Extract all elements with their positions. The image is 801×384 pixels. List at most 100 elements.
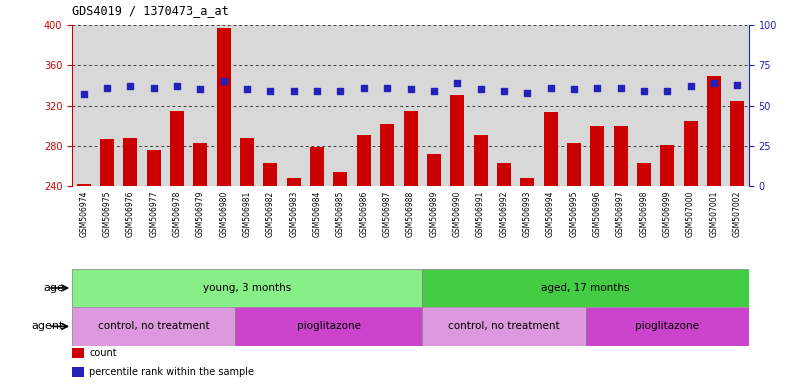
Text: GSM506985: GSM506985: [336, 190, 345, 237]
Bar: [683, 121, 698, 186]
Text: GSM506993: GSM506993: [523, 190, 532, 237]
Text: pioglitazone: pioglitazone: [635, 321, 699, 331]
Text: GSM507000: GSM507000: [686, 190, 695, 237]
Bar: [72, 269, 422, 307]
Point: [638, 88, 650, 94]
Text: GDS4019 / 1370473_a_at: GDS4019 / 1370473_a_at: [72, 4, 229, 17]
Text: GSM506978: GSM506978: [173, 190, 182, 237]
Point: [147, 85, 160, 91]
Point: [78, 91, 91, 98]
Text: agent: agent: [32, 321, 64, 331]
Text: GSM506979: GSM506979: [196, 190, 205, 237]
Text: count: count: [89, 348, 117, 358]
Point: [474, 86, 487, 93]
Point: [288, 88, 300, 94]
Bar: [450, 94, 465, 186]
Bar: [287, 178, 301, 186]
Point: [567, 86, 580, 93]
Bar: [637, 163, 651, 186]
Point: [428, 88, 441, 94]
Text: GSM506997: GSM506997: [616, 190, 625, 237]
Text: control, no treatment: control, no treatment: [448, 321, 560, 331]
Text: GSM506999: GSM506999: [662, 190, 672, 237]
Point: [194, 86, 207, 93]
Text: GSM506986: GSM506986: [360, 190, 368, 237]
Bar: [614, 126, 627, 186]
Point: [684, 83, 697, 89]
Bar: [240, 138, 254, 186]
Point: [451, 80, 464, 86]
Point: [357, 85, 370, 91]
Bar: [333, 172, 348, 186]
Point: [404, 86, 417, 93]
Point: [731, 81, 743, 88]
Text: aged, 17 months: aged, 17 months: [541, 283, 630, 293]
Point: [124, 83, 137, 89]
Text: pioglitazone: pioglitazone: [297, 321, 360, 331]
Point: [101, 85, 114, 91]
Bar: [170, 111, 184, 186]
Bar: [422, 307, 586, 346]
Text: control, no treatment: control, no treatment: [98, 321, 210, 331]
Text: GSM506988: GSM506988: [406, 190, 415, 237]
Point: [497, 88, 510, 94]
Point: [544, 85, 557, 91]
Text: GSM506974: GSM506974: [79, 190, 88, 237]
Text: GSM506980: GSM506980: [219, 190, 228, 237]
Bar: [77, 184, 91, 186]
Bar: [356, 135, 371, 186]
Bar: [235, 307, 422, 346]
Bar: [520, 178, 534, 186]
Text: GSM506995: GSM506995: [570, 190, 578, 237]
Bar: [72, 307, 235, 346]
Bar: [544, 112, 557, 186]
Bar: [497, 163, 511, 186]
Text: GSM506989: GSM506989: [429, 190, 438, 237]
Text: GSM507002: GSM507002: [733, 190, 742, 237]
Bar: [100, 139, 114, 186]
Point: [614, 85, 627, 91]
Text: age: age: [43, 283, 64, 293]
Bar: [72, 348, 84, 358]
Text: GSM506990: GSM506990: [453, 190, 461, 237]
Bar: [194, 143, 207, 186]
Point: [217, 78, 230, 84]
Bar: [427, 154, 441, 186]
Point: [264, 88, 277, 94]
Text: GSM507001: GSM507001: [710, 190, 718, 237]
Bar: [707, 76, 721, 186]
Point: [311, 88, 324, 94]
Bar: [567, 143, 581, 186]
Text: GSM506981: GSM506981: [243, 190, 252, 237]
Text: GSM506975: GSM506975: [103, 190, 111, 237]
Text: GSM506977: GSM506977: [149, 190, 159, 237]
Bar: [147, 150, 161, 186]
Text: young, 3 months: young, 3 months: [203, 283, 292, 293]
Text: GSM506998: GSM506998: [639, 190, 648, 237]
Bar: [586, 307, 749, 346]
Point: [334, 88, 347, 94]
Text: GSM506983: GSM506983: [289, 190, 298, 237]
Bar: [590, 126, 604, 186]
Bar: [380, 124, 394, 186]
Bar: [72, 367, 84, 377]
Text: percentile rank within the sample: percentile rank within the sample: [89, 367, 254, 377]
Text: GSM506982: GSM506982: [266, 190, 275, 237]
Text: GSM506984: GSM506984: [312, 190, 322, 237]
Bar: [217, 28, 231, 186]
Text: GSM506991: GSM506991: [476, 190, 485, 237]
Point: [241, 86, 254, 93]
Text: GSM506976: GSM506976: [126, 190, 135, 237]
Bar: [123, 138, 138, 186]
Text: GSM506992: GSM506992: [499, 190, 509, 237]
Point: [707, 80, 720, 86]
Point: [521, 89, 533, 96]
Point: [661, 88, 674, 94]
Point: [171, 83, 183, 89]
Bar: [310, 147, 324, 186]
Text: GSM506994: GSM506994: [546, 190, 555, 237]
Bar: [660, 145, 674, 186]
Point: [380, 85, 393, 91]
Bar: [264, 163, 277, 186]
Text: GSM506996: GSM506996: [593, 190, 602, 237]
